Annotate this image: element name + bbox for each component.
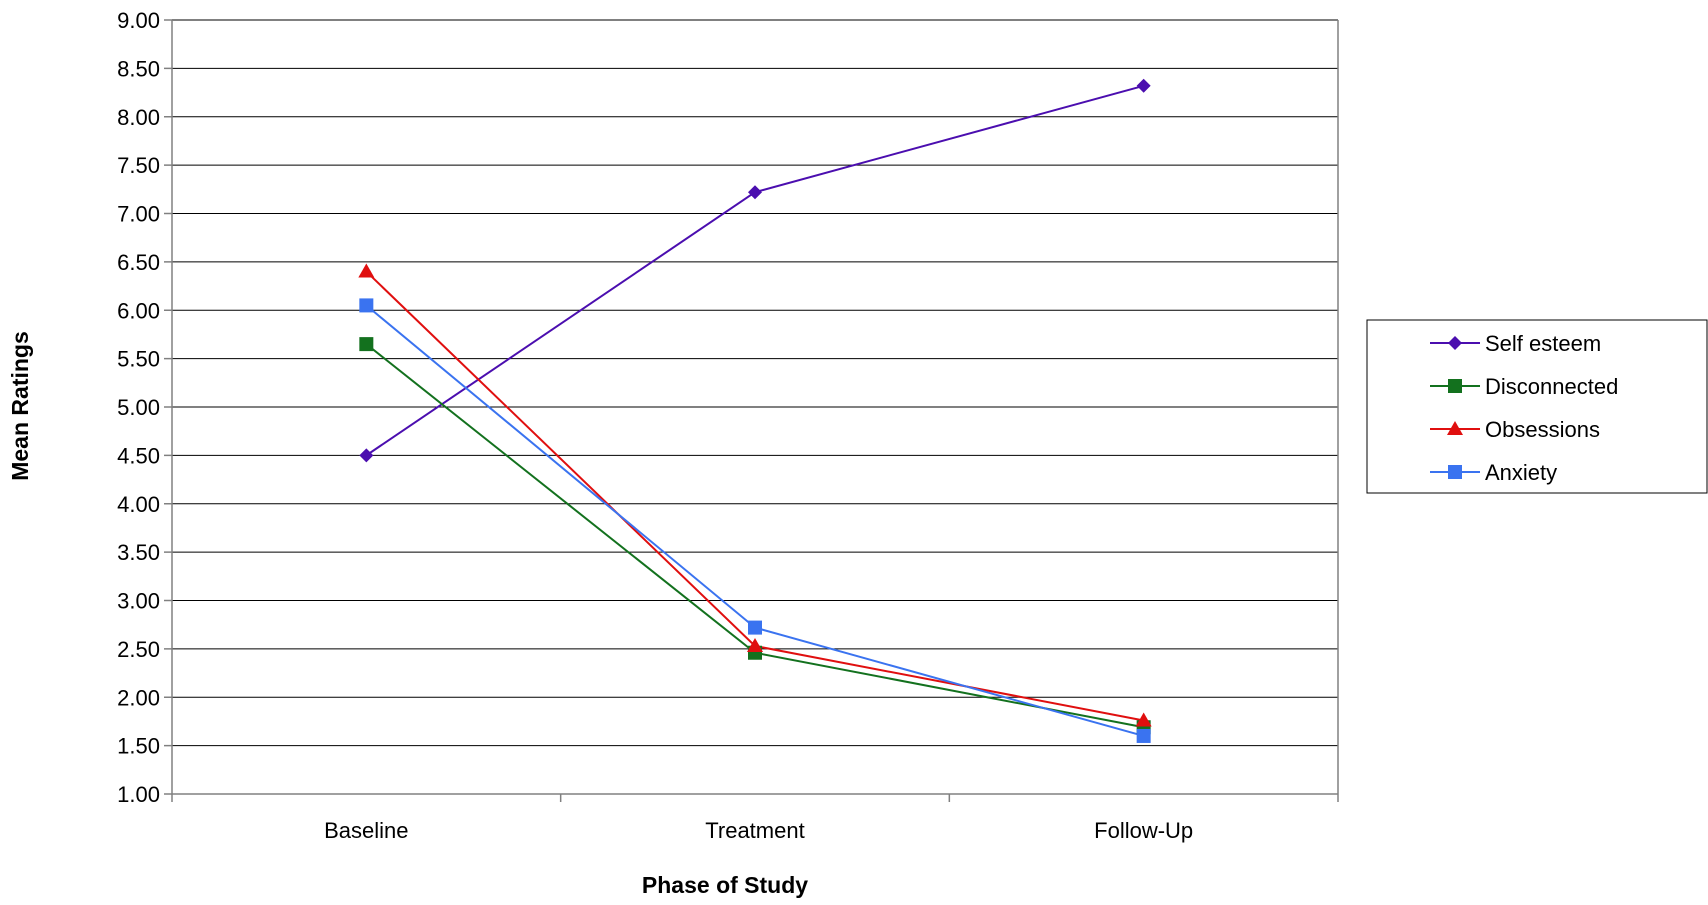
y-tick-label: 6.00 [117,298,160,323]
legend-marker [1448,379,1462,393]
y-axis-title: Mean Ratings [7,331,33,481]
y-tick-label: 4.00 [117,492,160,517]
series-markers-3 [359,298,1151,743]
y-tick-label: 4.50 [117,443,160,468]
y-tick-label: 1.50 [117,734,160,759]
series-line-3 [365,304,1144,737]
data-point [359,337,374,352]
y-tick-label: 2.00 [117,685,160,710]
x-tick-label: Treatment [705,818,804,843]
y-tick-labels: 1.00 1.50 2.00 2.50 3.00 3.50 4.00 4.50 5.00 5.50… [117,8,172,807]
data-point [1135,712,1152,727]
legend-label: Anxiety [1485,460,1557,485]
legend-marker [1448,465,1462,479]
y-tick-label: 2.50 [117,637,160,662]
data-point [748,620,762,635]
series-markers-1 [359,337,1151,735]
legend: Self esteem Disconnected Obsessions Anxiety [1366,319,1708,494]
legend-box [1366,319,1708,494]
legend-label: Self esteem [1485,331,1601,356]
data-point [1136,78,1151,93]
series-markers-0 [359,78,1151,463]
y-tick-label: 5.50 [117,347,160,372]
y-tick-label: 8.00 [117,105,160,130]
x-tick-labels: Baseline Treatment Follow-Up [171,794,1339,843]
data-point [1136,728,1151,743]
y-tick-label: 9.00 [117,8,160,33]
y-tick-label: 7.00 [117,202,160,227]
series-line-0 [365,84,1144,457]
legend-label: Obsessions [1485,417,1600,442]
y-tick-label: 3.50 [117,540,160,565]
data-point [358,263,375,278]
series-markers-2 [358,263,1152,727]
x-axis-title: Phase of Study [642,872,808,898]
data-point [748,185,762,200]
x-tick-label: Baseline [324,818,408,843]
legend-item: Disconnected [1430,374,1618,399]
y-tick-label: 1.00 [117,782,160,807]
y-tick-label: 6.50 [117,250,160,275]
legend-item: Anxiety [1430,460,1557,485]
y-tick-label: 8.50 [117,56,160,81]
legend-item: Obsessions [1430,417,1600,442]
data-point [359,448,374,463]
y-tick-label: 7.50 [117,153,160,178]
series-lines [358,78,1152,743]
data-point [747,637,763,652]
legend-item: Self esteem [1430,331,1601,356]
y-tick-label: 5.00 [117,395,160,420]
x-tick-label: Follow-Up [1094,818,1193,843]
data-point [359,298,374,313]
legend-marker [1448,336,1462,350]
legend-label: Disconnected [1485,374,1618,399]
legend-marker [1447,421,1463,435]
y-tick-label: 3.00 [117,589,160,614]
gridlines [172,19,1338,747]
